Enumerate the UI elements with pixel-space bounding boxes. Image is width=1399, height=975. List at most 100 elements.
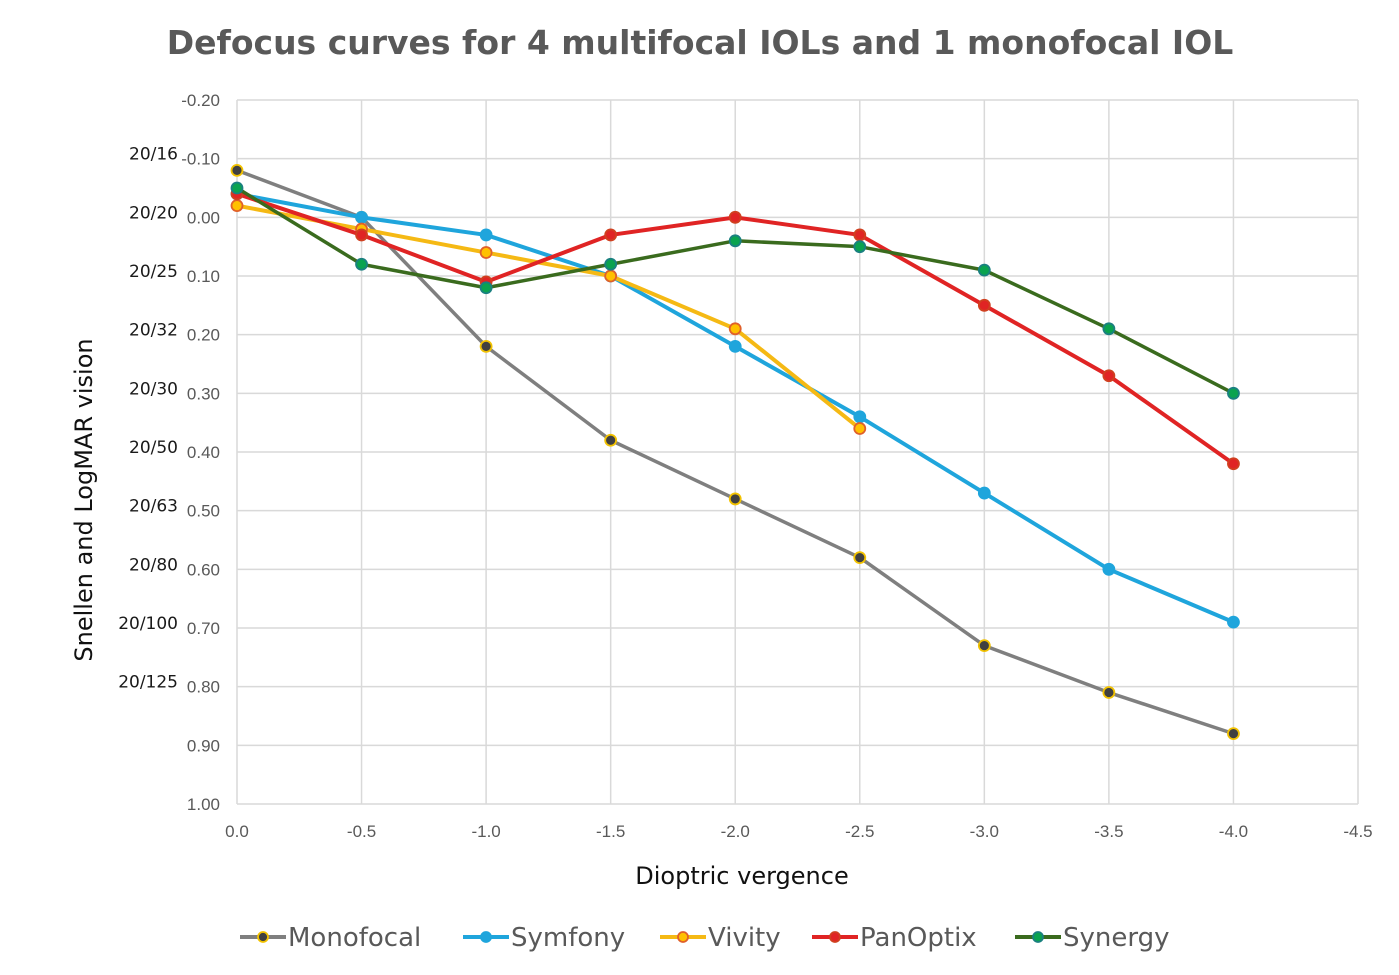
legend-marker — [257, 931, 269, 943]
y-tick-label: 0.30 — [187, 384, 220, 403]
x-tick-label: 0.0 — [225, 822, 249, 841]
data-point — [604, 228, 618, 242]
series-line — [236, 203, 862, 431]
grid — [236, 99, 1359, 805]
y-tick-label: 0.70 — [187, 619, 220, 638]
series-synergy — [230, 181, 1240, 400]
snellen-label: 20/16 — [129, 145, 178, 165]
data-point — [853, 422, 867, 435]
x-tick-label: -4.5 — [1343, 822, 1372, 841]
data-point — [479, 281, 493, 295]
chart-title: Defocus curves for 4 multifocal IOLs and… — [167, 23, 1234, 62]
y-axis-label: Snellen and LogMAR vision — [70, 338, 98, 661]
snellen-label: 20/63 — [129, 497, 178, 517]
x-tick-label: -1.0 — [471, 822, 500, 841]
x-tick-label: -1.5 — [596, 822, 625, 841]
data-point — [977, 486, 991, 500]
data-point — [977, 298, 991, 312]
snellen-label: 20/30 — [129, 379, 178, 399]
y-tick-label: 0.50 — [187, 502, 220, 521]
legend-item-synergy: Synergy — [1015, 923, 1170, 953]
data-point — [1102, 322, 1116, 336]
snellen-labels: 20/16 20/20 20/25 20/32 20/30 20/50 20/63 20/80… — [118, 145, 178, 693]
legend-label: Vivity — [708, 923, 781, 953]
data-point — [1102, 686, 1116, 699]
legend-marker — [480, 931, 492, 943]
data-point — [853, 240, 867, 254]
x-tick-label: -3.0 — [970, 822, 999, 841]
data-point — [1102, 369, 1116, 383]
legend-marker — [1032, 931, 1044, 943]
series-monofocal — [230, 163, 1240, 740]
data-point — [479, 228, 493, 242]
y-tick-label: 0.20 — [187, 326, 220, 345]
snellen-label: 20/100 — [118, 614, 178, 634]
data-point — [728, 234, 742, 248]
x-tick-label: -3.5 — [1094, 822, 1123, 841]
data-point — [355, 228, 368, 242]
series-vivity — [230, 199, 867, 435]
y-tick-label: 0.60 — [187, 560, 220, 579]
legend: Monofocal Symfony Vivity PanOptix Synergy — [240, 923, 1170, 953]
data-point — [355, 210, 368, 224]
data-point — [604, 433, 618, 447]
data-point — [1227, 457, 1240, 471]
snellen-label: 20/20 — [129, 203, 178, 223]
x-tick-label: -2.0 — [721, 822, 750, 841]
data-point — [728, 322, 742, 336]
legend-label: Monofocal — [288, 923, 421, 953]
data-point — [230, 181, 244, 195]
data-point — [230, 163, 244, 177]
legend-item-monofocal: Monofocal — [240, 923, 421, 953]
snellen-label: 20/125 — [118, 673, 178, 693]
data-point — [853, 228, 867, 242]
legend-label: Symfony — [511, 923, 625, 953]
y-tick-label: 1.00 — [187, 795, 220, 814]
data-point — [728, 492, 742, 506]
data-point — [728, 339, 742, 353]
data-point — [977, 263, 991, 277]
snellen-label: 20/25 — [129, 262, 178, 282]
y-tick-label: 0.90 — [187, 736, 220, 755]
series-symfony — [230, 187, 1240, 629]
data-point — [479, 246, 493, 259]
data-point — [355, 257, 368, 271]
y-tick-label: -0.10 — [181, 150, 220, 169]
y-axis-ticks: -0.20 -0.10 0.00 0.10 0.20 0.30 0.40 0.50 0.60 0.… — [181, 91, 220, 814]
series-panoptix — [230, 187, 1240, 471]
data-point — [977, 639, 991, 652]
legend-item-vivity: Vivity — [660, 923, 781, 953]
data-point — [604, 257, 618, 271]
data-point — [1102, 562, 1116, 576]
data-point — [604, 269, 618, 283]
legend-label: PanOptix — [860, 923, 977, 953]
data-point — [479, 339, 493, 353]
y-tick-label: 0.00 — [187, 208, 220, 227]
data-point — [853, 551, 867, 564]
data-point — [1227, 615, 1240, 629]
data-point — [1227, 386, 1240, 400]
snellen-label: 20/50 — [129, 438, 178, 458]
y-tick-label: 0.10 — [187, 267, 220, 286]
data-point — [1227, 727, 1240, 740]
x-axis-label: Dioptric vergence — [635, 862, 848, 890]
legend-label: Synergy — [1063, 923, 1170, 953]
legend-marker — [829, 931, 841, 943]
legend-item-symfony: Symfony — [463, 923, 625, 953]
x-tick-label: -2.5 — [845, 822, 874, 841]
series — [230, 163, 1240, 740]
data-point — [853, 410, 867, 424]
x-tick-label: -4.0 — [1219, 822, 1248, 841]
data-point — [230, 199, 244, 213]
y-tick-label: -0.20 — [181, 91, 220, 110]
y-tick-label: 0.40 — [187, 443, 220, 462]
legend-item-panoptix: PanOptix — [812, 923, 977, 953]
y-tick-label: 0.80 — [187, 678, 220, 697]
x-tick-label: -0.5 — [347, 822, 376, 841]
data-point — [728, 210, 742, 224]
snellen-label: 20/32 — [129, 321, 178, 341]
snellen-label: 20/80 — [129, 555, 178, 575]
x-axis-ticks: 0.0 -0.5 -1.0 -1.5 -2.0 -2.5 -3.0 -3.5 -4.0 -4.5 — [225, 822, 1372, 841]
legend-marker — [677, 931, 689, 943]
